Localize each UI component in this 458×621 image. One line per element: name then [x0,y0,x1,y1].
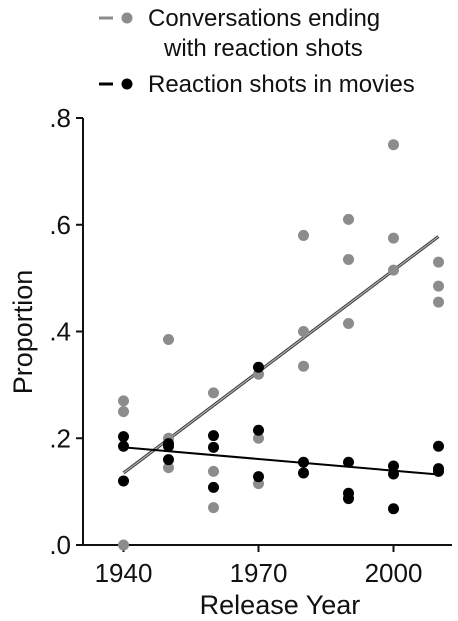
trend-lines [122,235,440,476]
point-conversations [163,462,174,474]
point-conversations [388,264,399,276]
y-tick-label: .8 [49,103,71,133]
point-reaction-shots [163,454,174,466]
x-ticks: 1940 1970 2000 [95,545,423,588]
point-conversations [388,232,399,244]
y-tick-label: .4 [49,317,71,347]
x-tick-label: 1970 [230,558,288,588]
point-conversations [118,539,129,551]
point-conversations [298,326,309,337]
point-conversations [298,229,309,241]
legend-label: with reaction shots [163,35,363,62]
point-reaction-shots [118,440,129,452]
y-tick-label: .6 [49,210,71,240]
point-reaction-shots [118,431,129,443]
point-reaction-shots [298,456,309,468]
point-conversations [208,387,219,399]
point-reaction-shots [208,441,219,453]
point-conversations [343,317,354,329]
point-reaction-shots [298,467,309,479]
point-conversations [208,465,219,477]
point-reaction-shots [253,471,264,483]
legend-label: Reaction shots in movies [148,71,415,98]
point-reaction-shots [433,440,444,452]
point-conversations [298,360,309,372]
legend: Conversations ending with reaction shots R… [99,5,415,98]
point-reaction-shots [208,430,219,442]
point-reaction-shots [253,424,264,436]
point-conversations [433,256,444,268]
point-reaction-shots [388,503,399,515]
point-conversations [433,296,444,308]
point-conversations [208,502,219,514]
point-reaction-shots [343,456,354,468]
x-tick-label: 2000 [365,558,423,588]
point-reaction-shots [253,361,264,373]
trend-line-conversations-inner [123,236,439,474]
x-tick-label: 1940 [95,558,153,588]
y-tick-label: .0 [49,530,71,560]
point-conversations [118,395,129,407]
legend-label: Conversations ending [148,5,380,32]
point-conversations [163,334,174,346]
point-conversations [343,253,354,265]
trend-line-reaction-shots [123,446,439,476]
point-reaction-shots [433,465,444,477]
point-conversations [118,406,129,418]
legend-marker [121,12,133,24]
point-conversations [388,139,399,151]
point-conversations [343,213,354,225]
point-conversations [253,432,264,444]
y-axis-title: Proportion [8,270,38,395]
point-reaction-shots [388,460,399,472]
point-reaction-shots [343,493,354,505]
point-conversations [433,280,444,292]
legend-marker [121,78,133,90]
y-ticks: .0 .2 .4 .6 .8 [49,103,83,560]
y-tick-label: .2 [49,423,71,453]
data-points [118,139,444,551]
point-reaction-shots [388,468,399,480]
point-reaction-shots [118,475,129,487]
point-reaction-shots [163,440,174,452]
point-reaction-shots [208,481,219,493]
axes [82,118,452,546]
x-axis-title: Release Year [200,590,361,620]
